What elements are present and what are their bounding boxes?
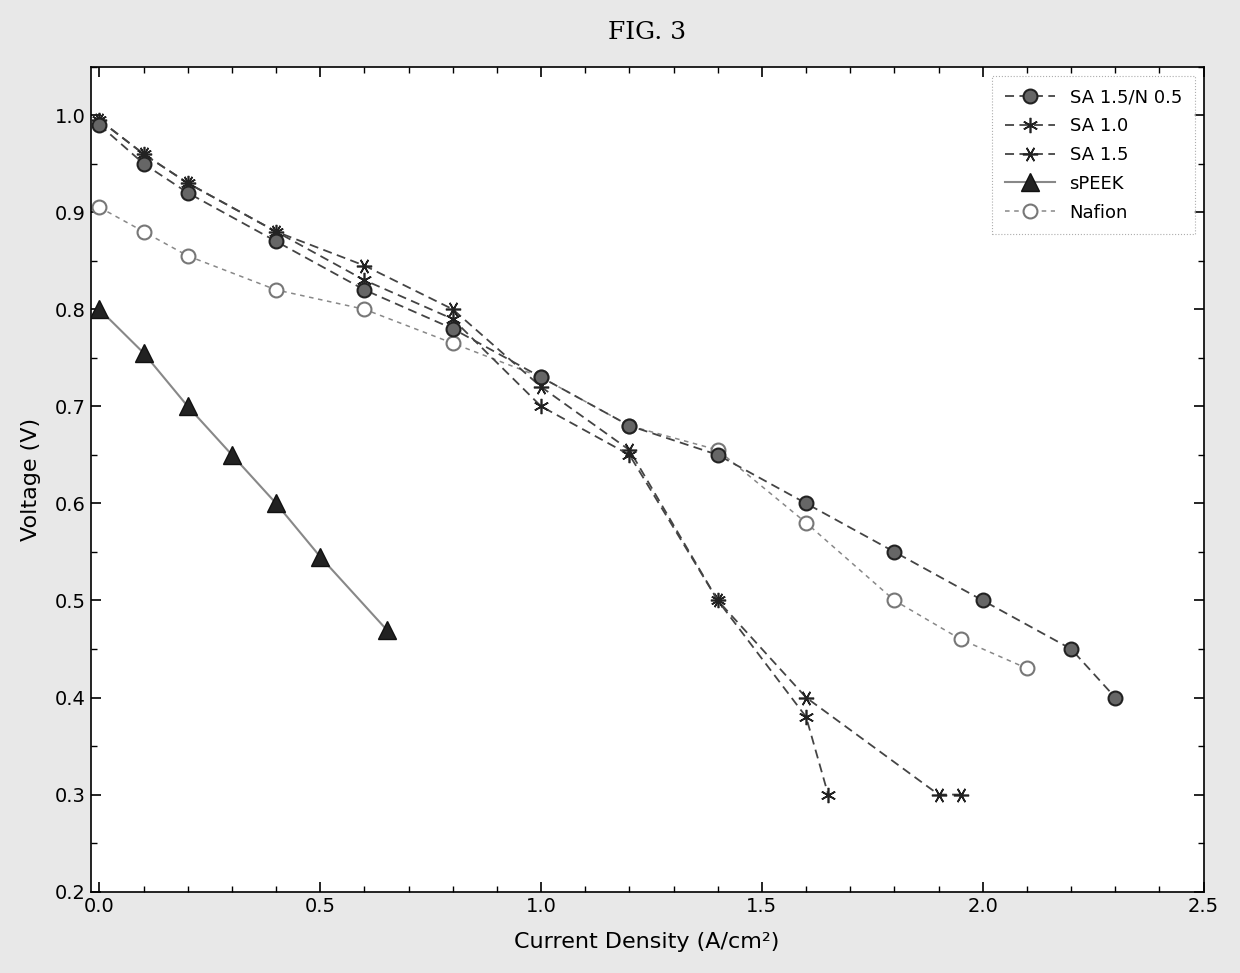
SA 1.5/N 0.5 xyxy=(622,420,637,432)
SA 1.0 xyxy=(821,789,836,801)
SA 1.0 xyxy=(533,401,548,413)
Nafion xyxy=(136,226,151,237)
Nafion xyxy=(92,201,107,213)
X-axis label: Current Density (A/cm²): Current Density (A/cm²) xyxy=(515,932,780,953)
Nafion xyxy=(622,420,637,432)
SA 1.5/N 0.5 xyxy=(136,158,151,169)
sPEEK xyxy=(379,624,394,635)
Nafion xyxy=(180,250,195,262)
SA 1.5/N 0.5 xyxy=(976,595,991,606)
Nafion xyxy=(887,595,901,606)
SA 1.0 xyxy=(622,449,637,460)
SA 1.5/N 0.5 xyxy=(92,119,107,130)
SA 1.5/N 0.5 xyxy=(533,372,548,383)
Y-axis label: Voltage (V): Voltage (V) xyxy=(21,417,41,541)
SA 1.5 xyxy=(954,789,968,801)
Nafion xyxy=(1019,663,1034,674)
Line: SA 1.0: SA 1.0 xyxy=(92,112,836,802)
SA 1.5/N 0.5 xyxy=(357,284,372,296)
Line: Nafion: Nafion xyxy=(93,200,1034,675)
SA 1.5 xyxy=(180,177,195,189)
SA 1.0 xyxy=(445,313,460,325)
Title: FIG. 3: FIG. 3 xyxy=(608,20,686,44)
SA 1.5/N 0.5 xyxy=(1064,643,1079,655)
sPEEK xyxy=(92,304,107,315)
SA 1.0 xyxy=(357,274,372,286)
SA 1.5 xyxy=(622,444,637,455)
SA 1.5 xyxy=(533,381,548,393)
SA 1.5 xyxy=(445,304,460,315)
SA 1.5/N 0.5 xyxy=(269,235,284,247)
SA 1.0 xyxy=(180,177,195,189)
Nafion xyxy=(533,372,548,383)
SA 1.0 xyxy=(136,148,151,160)
Line: SA 1.5/N 0.5: SA 1.5/N 0.5 xyxy=(93,118,1122,704)
sPEEK xyxy=(180,401,195,413)
SA 1.5 xyxy=(357,260,372,271)
sPEEK xyxy=(269,497,284,509)
SA 1.5 xyxy=(931,789,946,801)
Line: SA 1.5: SA 1.5 xyxy=(92,112,968,802)
SA 1.5/N 0.5 xyxy=(711,449,725,460)
sPEEK xyxy=(312,551,327,562)
SA 1.5 xyxy=(136,148,151,160)
Nafion xyxy=(711,444,725,455)
SA 1.0 xyxy=(92,114,107,126)
sPEEK xyxy=(136,347,151,359)
Nafion xyxy=(799,517,813,528)
SA 1.0 xyxy=(711,595,725,606)
Line: sPEEK: sPEEK xyxy=(91,301,396,638)
SA 1.5/N 0.5 xyxy=(887,546,901,558)
Nafion xyxy=(357,304,372,315)
SA 1.5/N 0.5 xyxy=(1107,692,1122,703)
SA 1.5/N 0.5 xyxy=(445,323,460,335)
SA 1.0 xyxy=(269,226,284,237)
Nafion xyxy=(445,338,460,349)
SA 1.5 xyxy=(92,114,107,126)
SA 1.5/N 0.5 xyxy=(180,187,195,198)
Legend: SA 1.5/N 0.5, SA 1.0, SA 1.5, sPEEK, Nafion: SA 1.5/N 0.5, SA 1.0, SA 1.5, sPEEK, Naf… xyxy=(992,76,1194,234)
SA 1.0 xyxy=(799,711,813,723)
Nafion xyxy=(269,284,284,296)
sPEEK xyxy=(224,449,239,460)
SA 1.5 xyxy=(799,692,813,703)
SA 1.5 xyxy=(711,595,725,606)
SA 1.5/N 0.5 xyxy=(799,497,813,509)
SA 1.5 xyxy=(269,226,284,237)
Nafion xyxy=(954,633,968,645)
